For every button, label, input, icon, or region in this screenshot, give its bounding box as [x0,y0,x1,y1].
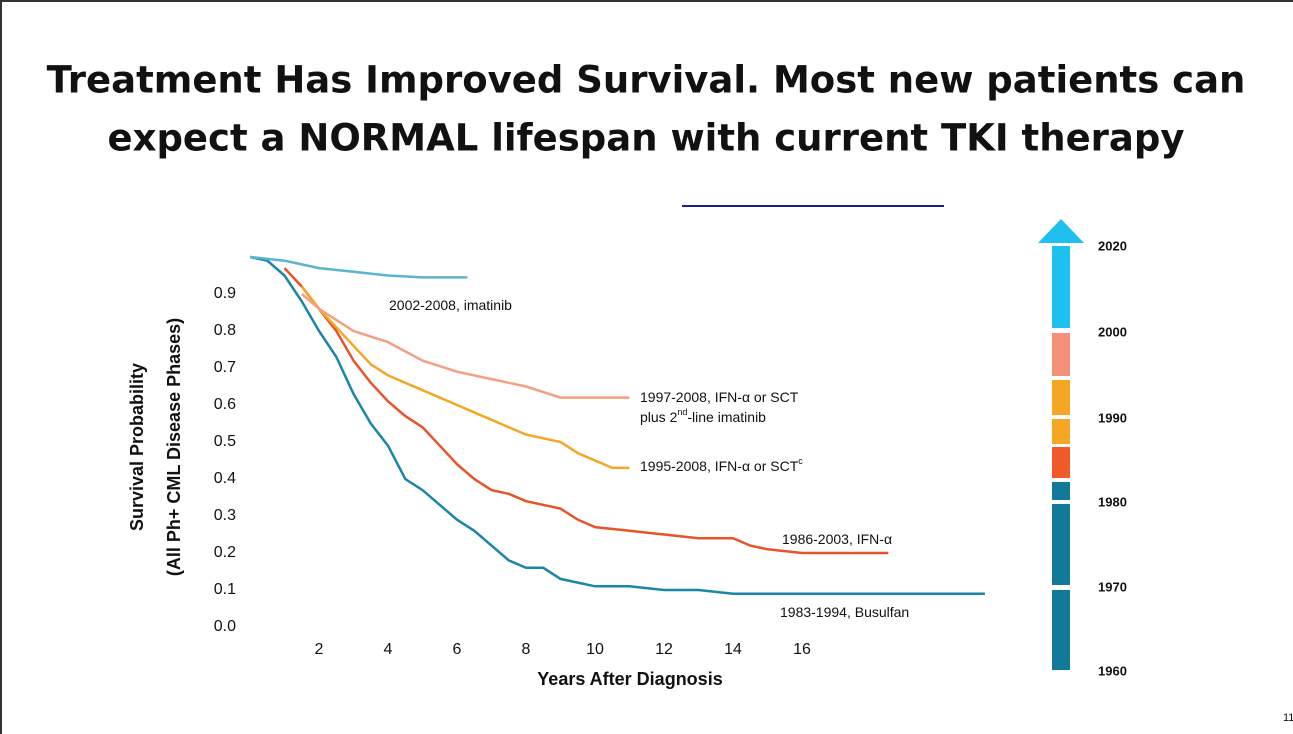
y-tick-label: 0.6 [214,396,236,413]
annotation: 1995-2008, IFN-α or SCTc [640,456,803,473]
timeline-segment [1052,246,1070,328]
x-tick-label: 8 [522,641,531,658]
timeline-segment [1052,482,1070,500]
timeline-segment [1052,447,1070,478]
timeline-segment [1052,590,1070,670]
x-tick-label: 6 [453,641,462,658]
annotation-part: plus 2 [640,409,678,425]
annotation: plus 2nd-line imatinib [640,407,766,424]
timeline-segment [1052,504,1070,585]
annotation: 2002-2008, imatinib [389,297,512,313]
timeline-segment [1052,380,1070,415]
y-tick-label: 0.8 [214,322,236,339]
annotation-part: -line imatinib [687,409,766,425]
timeline-label: 1960 [1098,663,1127,678]
survival-curve [249,255,468,279]
title-line: Treatment Has Improved Survival. Most ne… [47,59,1246,102]
y-tick-label: 0.9 [214,285,236,302]
x-tick-label: 4 [384,641,393,658]
annotation-part: c [798,456,803,466]
survival-curve [249,255,985,595]
y-tick-label: 0.2 [214,544,236,561]
x-tick-label: 10 [586,641,604,658]
annotation-part: 1986-2003, IFN-α [782,531,892,547]
page-number: 11 [1283,712,1293,724]
y-tick-label: 0.4 [214,470,236,487]
annotation: 1986-2003, IFN-α [782,531,892,547]
y-tick-label: 0.1 [214,581,236,598]
timeline [1038,219,1084,670]
timeline-label: 2000 [1098,324,1127,339]
annotation-part: 1997-2008, IFN-α or SCT [640,389,799,405]
timeline-label: 2020 [1098,238,1127,253]
timeline-label: 1970 [1098,579,1127,594]
timeline-label: 1980 [1098,494,1127,509]
x-tick-label: 2 [315,641,324,658]
survival-curve [300,293,630,399]
annotation: 1997-2008, IFN-α or SCT [640,389,799,405]
y-tick-label: 0.0 [214,618,236,635]
timeline-arrow [1038,219,1084,243]
annotation-part: 1983-1994, Busulfan [780,604,909,620]
annotation-part: 2002-2008, imatinib [389,297,512,313]
y-tick-label: 0.7 [214,359,236,376]
y-axis-title: (All Ph+ CML Disease Phases) [164,318,184,576]
survival-curve [300,285,630,470]
annotation-part: 1995-2008, IFN-α or SCT [640,458,799,474]
title-line: expect a NORMAL lifespan with current TK… [107,117,1184,160]
x-tick-label: 14 [724,641,742,658]
x-tick-label: 16 [793,641,811,658]
timeline-label: 1990 [1098,410,1127,425]
x-tick-label: 12 [655,641,673,658]
y-tick-label: 0.3 [214,507,236,524]
survival-curve [283,267,889,555]
y-tick-label: 0.5 [214,433,236,450]
annotation: 1983-1994, Busulfan [780,604,909,620]
timeline-segment [1052,419,1070,444]
annotation-part: nd [677,407,687,417]
x-axis-title: Years After Diagnosis [537,669,722,689]
timeline-segment [1052,333,1070,376]
y-axis-title: Survival Probability [127,363,147,531]
